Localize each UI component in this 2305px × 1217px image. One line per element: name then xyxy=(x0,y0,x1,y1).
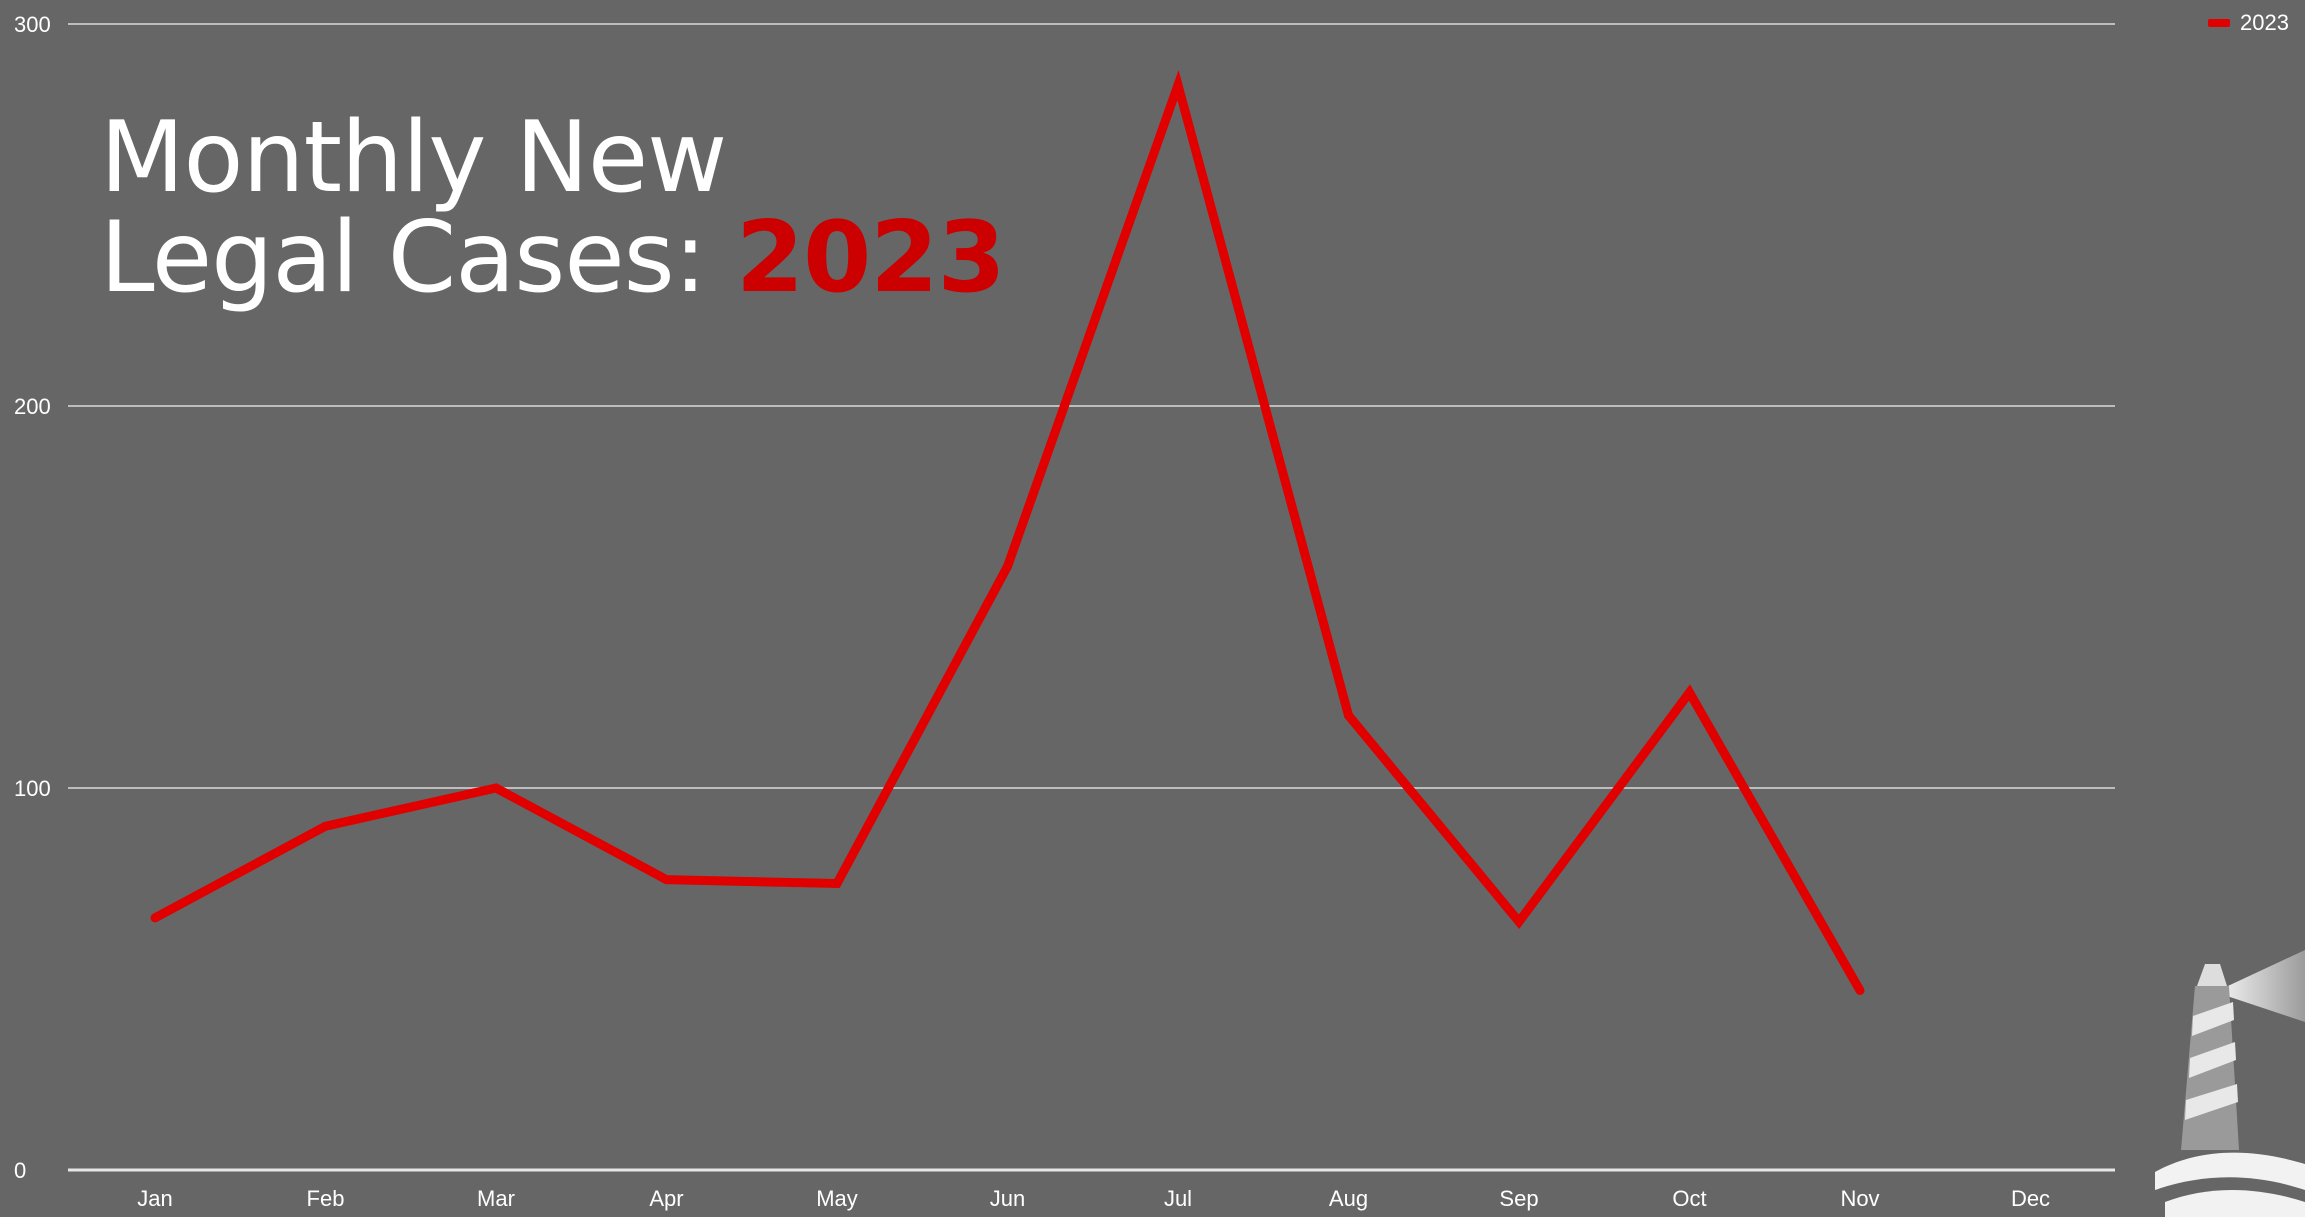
data-point-jul xyxy=(1173,80,1183,90)
x-tick-mar: Mar xyxy=(477,1186,515,1211)
y-tick-100: 100 xyxy=(14,776,51,801)
title-line-1: Monthly New xyxy=(100,101,727,215)
x-tick-sep: Sep xyxy=(1499,1186,1538,1211)
series-2023 xyxy=(150,70,1865,995)
data-point-may xyxy=(832,879,842,888)
data-point-aug xyxy=(1344,710,1353,720)
chart-title: Monthly New Legal Cases: 2023 xyxy=(100,101,1006,308)
title-year: 2023 xyxy=(735,201,1006,315)
lighthouse-icon xyxy=(2155,950,2305,1217)
y-tick-300: 300 xyxy=(14,12,51,37)
x-tick-nov: Nov xyxy=(1840,1186,1879,1211)
x-tick-may: May xyxy=(816,1186,858,1211)
legend-label-2023: 2023 xyxy=(2240,10,2289,35)
gridlines xyxy=(68,23,2115,1172)
y-tick-0: 0 xyxy=(14,1158,26,1183)
x-tick-feb: Feb xyxy=(307,1186,345,1211)
data-point-jun xyxy=(1003,561,1012,571)
data-point-oct xyxy=(1685,688,1694,697)
data-point-feb xyxy=(321,821,330,831)
data-point-apr xyxy=(662,875,671,885)
y-tick-200: 200 xyxy=(14,394,51,419)
x-tick-dec: Dec xyxy=(2011,1186,2050,1211)
legend-swatch-2023 xyxy=(2208,19,2231,27)
x-tick-aug: Aug xyxy=(1329,1186,1368,1211)
title-line-2: Legal Cases: 2023 xyxy=(100,208,1006,308)
x-tick-jan: Jan xyxy=(137,1186,172,1211)
x-axis-ticks: Jan Feb Mar Apr May Jun Jul Aug Sep Oct … xyxy=(137,1186,2050,1211)
data-point-nov xyxy=(1855,985,1865,995)
data-point-mar xyxy=(491,783,501,793)
x-tick-jul: Jul xyxy=(1164,1186,1192,1211)
title-line-2-text: Legal Cases: xyxy=(100,201,707,315)
x-tick-oct: Oct xyxy=(1672,1186,1706,1211)
data-point-sep xyxy=(1514,917,1524,927)
legend: 2023 xyxy=(2208,10,2289,36)
data-point-jan xyxy=(150,913,160,923)
y-axis-ticks: 300 200 100 0 xyxy=(14,12,51,1183)
x-tick-apr: Apr xyxy=(649,1186,683,1211)
x-tick-jun: Jun xyxy=(990,1186,1025,1211)
